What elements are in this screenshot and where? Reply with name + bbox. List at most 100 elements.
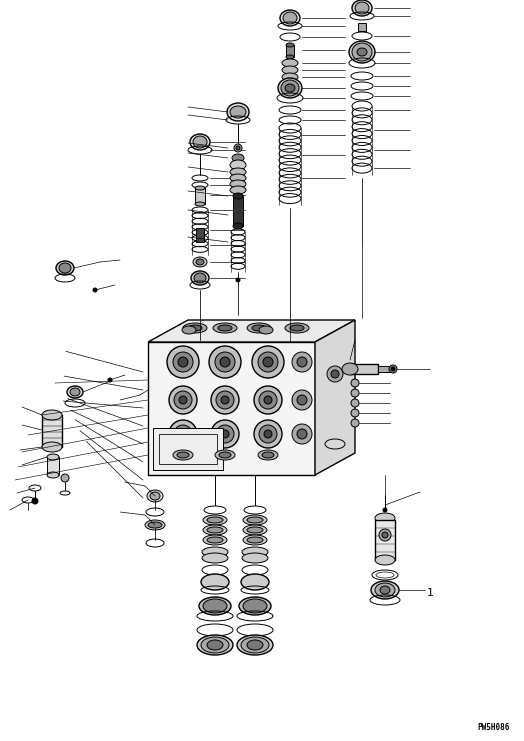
Ellipse shape — [243, 535, 267, 545]
Ellipse shape — [207, 537, 223, 543]
Ellipse shape — [352, 0, 372, 16]
Ellipse shape — [285, 84, 295, 92]
Ellipse shape — [242, 547, 268, 557]
Ellipse shape — [243, 515, 267, 525]
Ellipse shape — [202, 547, 228, 557]
Circle shape — [221, 396, 229, 404]
Bar — [350, 364, 378, 374]
Ellipse shape — [182, 326, 196, 334]
Circle shape — [234, 144, 242, 152]
Ellipse shape — [285, 323, 309, 333]
Bar — [286, 45, 294, 57]
Ellipse shape — [286, 43, 294, 47]
Ellipse shape — [177, 452, 189, 458]
Circle shape — [351, 399, 359, 407]
Ellipse shape — [375, 513, 395, 523]
Ellipse shape — [247, 640, 263, 650]
Ellipse shape — [281, 80, 299, 96]
Ellipse shape — [278, 78, 302, 98]
Ellipse shape — [183, 323, 207, 333]
Ellipse shape — [59, 263, 71, 273]
Ellipse shape — [247, 517, 263, 523]
Ellipse shape — [355, 2, 369, 14]
Text: PW5H086: PW5H086 — [477, 723, 510, 732]
Polygon shape — [315, 320, 355, 475]
Bar — [195, 188, 205, 204]
Ellipse shape — [230, 186, 246, 194]
Ellipse shape — [259, 326, 273, 334]
Circle shape — [179, 396, 187, 404]
Ellipse shape — [42, 410, 62, 420]
Bar — [196, 228, 204, 242]
Ellipse shape — [230, 180, 246, 188]
Ellipse shape — [207, 640, 223, 650]
Ellipse shape — [191, 271, 209, 285]
Ellipse shape — [247, 527, 263, 533]
Ellipse shape — [56, 261, 74, 275]
Ellipse shape — [371, 581, 399, 599]
Ellipse shape — [258, 450, 278, 460]
Circle shape — [258, 352, 278, 372]
Ellipse shape — [230, 160, 246, 170]
Circle shape — [254, 420, 282, 448]
Ellipse shape — [233, 223, 243, 229]
Circle shape — [297, 357, 307, 367]
Ellipse shape — [193, 136, 207, 148]
Ellipse shape — [213, 323, 237, 333]
Circle shape — [292, 424, 312, 444]
Ellipse shape — [201, 637, 229, 653]
Ellipse shape — [241, 574, 269, 590]
Circle shape — [216, 425, 234, 443]
Ellipse shape — [262, 452, 274, 458]
Ellipse shape — [42, 442, 62, 452]
Circle shape — [174, 391, 192, 409]
Ellipse shape — [219, 452, 231, 458]
Circle shape — [169, 420, 197, 448]
Ellipse shape — [375, 555, 395, 565]
Ellipse shape — [202, 553, 228, 563]
Ellipse shape — [342, 363, 358, 375]
Circle shape — [32, 498, 38, 504]
Ellipse shape — [357, 48, 367, 56]
Ellipse shape — [282, 66, 298, 74]
Circle shape — [173, 352, 193, 372]
Ellipse shape — [283, 12, 297, 24]
Ellipse shape — [195, 202, 205, 206]
Ellipse shape — [67, 386, 83, 398]
Ellipse shape — [148, 522, 162, 528]
Circle shape — [61, 474, 69, 482]
Circle shape — [264, 430, 272, 438]
Circle shape — [382, 532, 388, 538]
Circle shape — [174, 425, 192, 443]
Circle shape — [169, 386, 197, 414]
Circle shape — [216, 391, 234, 409]
Circle shape — [211, 420, 239, 448]
Ellipse shape — [173, 450, 193, 460]
Ellipse shape — [233, 193, 243, 199]
Polygon shape — [148, 342, 315, 475]
Ellipse shape — [227, 103, 249, 121]
Bar — [233, 196, 243, 226]
Circle shape — [220, 357, 230, 367]
Ellipse shape — [188, 325, 202, 331]
Circle shape — [263, 357, 273, 367]
Ellipse shape — [150, 492, 160, 500]
Circle shape — [297, 395, 307, 405]
Ellipse shape — [203, 515, 227, 525]
Ellipse shape — [243, 599, 267, 613]
Bar — [159, 434, 217, 464]
Ellipse shape — [190, 134, 210, 150]
Circle shape — [351, 379, 359, 387]
Ellipse shape — [241, 637, 269, 653]
Bar — [358, 23, 366, 31]
Circle shape — [236, 278, 240, 282]
Circle shape — [264, 396, 272, 404]
Ellipse shape — [252, 325, 266, 331]
Circle shape — [108, 378, 112, 382]
Ellipse shape — [194, 273, 206, 283]
Circle shape — [292, 352, 312, 372]
Ellipse shape — [199, 597, 231, 615]
Ellipse shape — [230, 174, 246, 182]
Circle shape — [178, 357, 188, 367]
Bar — [375, 520, 395, 560]
